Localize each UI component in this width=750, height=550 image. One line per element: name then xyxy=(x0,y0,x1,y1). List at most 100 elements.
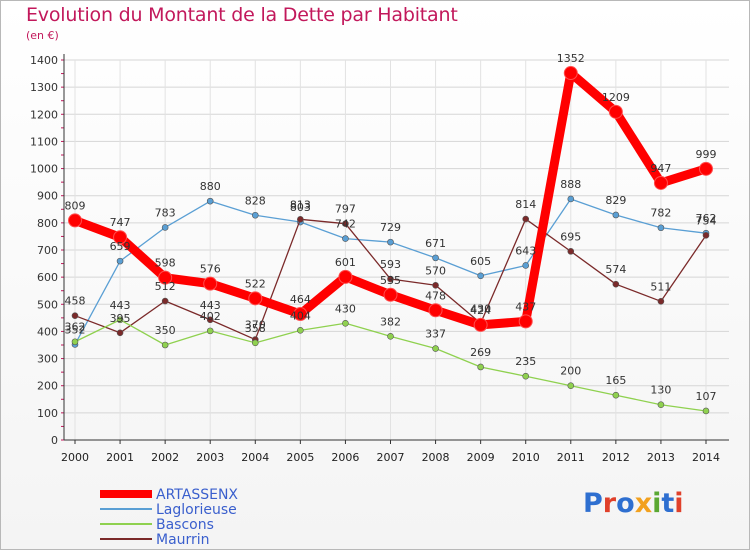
y-tick-label: 1000 xyxy=(30,163,58,176)
y-tick-label: 1100 xyxy=(30,135,58,148)
data-label-maurrin: 395 xyxy=(110,312,131,325)
data-label-laglorieuse: 829 xyxy=(605,194,626,207)
y-tick-label: 500 xyxy=(37,298,58,311)
data-label-bascons: 382 xyxy=(380,315,401,328)
logo-letter: i xyxy=(652,488,662,519)
data-point-bascons xyxy=(161,341,169,349)
x-tick-label: 2005 xyxy=(286,451,314,464)
data-label-artassenx: 478 xyxy=(425,289,446,302)
x-tick-label: 2012 xyxy=(602,451,630,464)
logo-letter: t xyxy=(661,488,675,519)
data-point-maurrin xyxy=(612,280,620,288)
data-label-artassenx: 464 xyxy=(290,293,311,306)
logo-letter: r xyxy=(602,488,617,519)
data-point-artassenx xyxy=(653,175,668,190)
data-point-bascons xyxy=(432,345,439,352)
data-label-artassenx: 999 xyxy=(696,148,717,161)
data-point-laglorieuse xyxy=(206,197,214,205)
data-point-maurrin xyxy=(342,220,349,227)
data-point-artassenx xyxy=(113,230,128,245)
data-point-artassenx xyxy=(293,307,308,322)
data-label-bascons: 130 xyxy=(650,384,671,397)
data-point-laglorieuse xyxy=(567,195,575,203)
data-point-artassenx xyxy=(68,213,82,228)
data-point-artassenx xyxy=(158,270,173,285)
logo-letter: x xyxy=(634,488,653,519)
data-label-bascons: 430 xyxy=(335,302,356,315)
data-label-maurrin: 695 xyxy=(560,230,581,243)
data-label-laglorieuse: 828 xyxy=(245,194,266,207)
x-tick-label: 2009 xyxy=(467,451,495,464)
y-tick-label: 700 xyxy=(37,244,58,257)
y-tick-label: 600 xyxy=(37,271,58,284)
data-point-bascons xyxy=(297,327,304,334)
x-tick-label: 2013 xyxy=(647,451,675,464)
data-point-artassenx xyxy=(608,104,623,119)
logo-letter: i xyxy=(674,488,684,519)
legend-label-bascons: Bascons xyxy=(156,517,214,533)
data-point-maurrin xyxy=(161,297,169,305)
data-point-bascons xyxy=(522,372,530,380)
data-label-artassenx: 809 xyxy=(65,199,86,212)
data-point-maurrin xyxy=(657,297,665,305)
y-tick-label: 200 xyxy=(37,380,58,393)
data-label-laglorieuse: 762 xyxy=(696,212,717,225)
data-label-artassenx: 601 xyxy=(335,256,356,269)
data-label-maurrin: 814 xyxy=(515,198,536,211)
y-tick-label: 1300 xyxy=(30,81,58,94)
y-tick-label: 800 xyxy=(37,217,58,230)
data-point-laglorieuse xyxy=(477,272,484,280)
data-point-laglorieuse xyxy=(657,224,665,232)
data-label-maurrin: 574 xyxy=(605,263,626,276)
x-tick-label: 2002 xyxy=(151,451,179,464)
y-tick-label: 400 xyxy=(37,325,58,338)
data-point-maurrin xyxy=(702,232,710,239)
data-point-artassenx xyxy=(699,161,713,176)
y-tick-label: 0 xyxy=(51,434,58,447)
data-label-maurrin: 458 xyxy=(65,295,86,308)
data-point-artassenx xyxy=(518,314,533,329)
data-label-bascons: 404 xyxy=(290,309,311,322)
page-title: Evolution du Montant de la Dette par Hab… xyxy=(26,4,458,26)
data-point-maurrin xyxy=(522,215,530,223)
data-point-bascons xyxy=(702,407,710,415)
data-point-bascons xyxy=(477,363,484,371)
data-point-laglorieuse xyxy=(387,238,394,246)
data-label-laglorieuse: 729 xyxy=(380,221,401,234)
legend-label-artassenx: ARTASSENX xyxy=(156,487,238,503)
data-label-artassenx: 424 xyxy=(470,304,491,317)
proxiti-logo: Proxiti xyxy=(583,488,684,519)
data-point-maurrin xyxy=(297,216,304,223)
data-label-artassenx: 576 xyxy=(200,263,221,276)
data-label-artassenx: 1352 xyxy=(557,52,585,65)
data-label-bascons: 269 xyxy=(470,346,491,359)
data-label-laglorieuse: 803 xyxy=(290,201,311,214)
data-label-maurrin: 797 xyxy=(335,203,356,216)
x-tick-label: 2010 xyxy=(512,451,540,464)
legend-label-maurrin: Maurrin xyxy=(156,532,210,548)
y-tick-label: 1400 xyxy=(30,54,58,67)
data-point-bascons xyxy=(567,382,575,390)
data-label-bascons: 350 xyxy=(155,324,176,337)
data-label-maurrin: 570 xyxy=(425,264,446,277)
data-label-maurrin: 593 xyxy=(380,258,401,271)
x-tick-label: 2007 xyxy=(377,451,405,464)
x-tick-label: 2001 xyxy=(106,451,134,464)
data-point-bascons xyxy=(251,339,259,347)
data-label-bascons: 337 xyxy=(425,328,446,341)
data-label-bascons: 235 xyxy=(515,355,536,368)
data-point-bascons xyxy=(116,316,124,324)
x-tick-label: 2006 xyxy=(331,451,359,464)
data-label-laglorieuse: 880 xyxy=(200,180,221,193)
x-tick-label: 2014 xyxy=(692,451,720,464)
data-point-bascons xyxy=(657,401,665,409)
x-tick-label: 2000 xyxy=(61,451,89,464)
data-label-laglorieuse: 888 xyxy=(560,178,581,191)
y-tick-label: 1200 xyxy=(30,108,58,121)
data-point-laglorieuse xyxy=(342,235,349,242)
data-point-maurrin xyxy=(71,312,79,319)
data-label-maurrin: 813 xyxy=(290,198,311,211)
data-point-laglorieuse xyxy=(522,262,530,269)
data-label-laglorieuse: 659 xyxy=(110,240,131,253)
data-label-laglorieuse: 605 xyxy=(470,255,491,268)
